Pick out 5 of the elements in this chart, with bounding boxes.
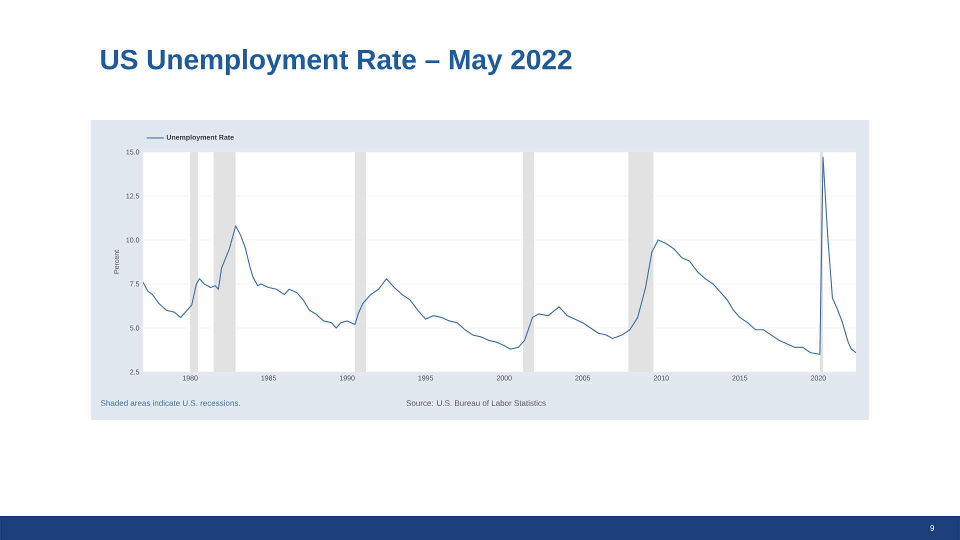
source-note: Source: U.S. Bureau of Labor Statistics <box>406 400 546 406</box>
line-series <box>143 156 856 355</box>
chart-title: US Unemployment Rate – May 2022 <box>101 48 572 76</box>
text: 9 <box>930 525 934 531</box>
text: Shaded areas indicate U.S. recessions. <box>100 400 240 406</box>
